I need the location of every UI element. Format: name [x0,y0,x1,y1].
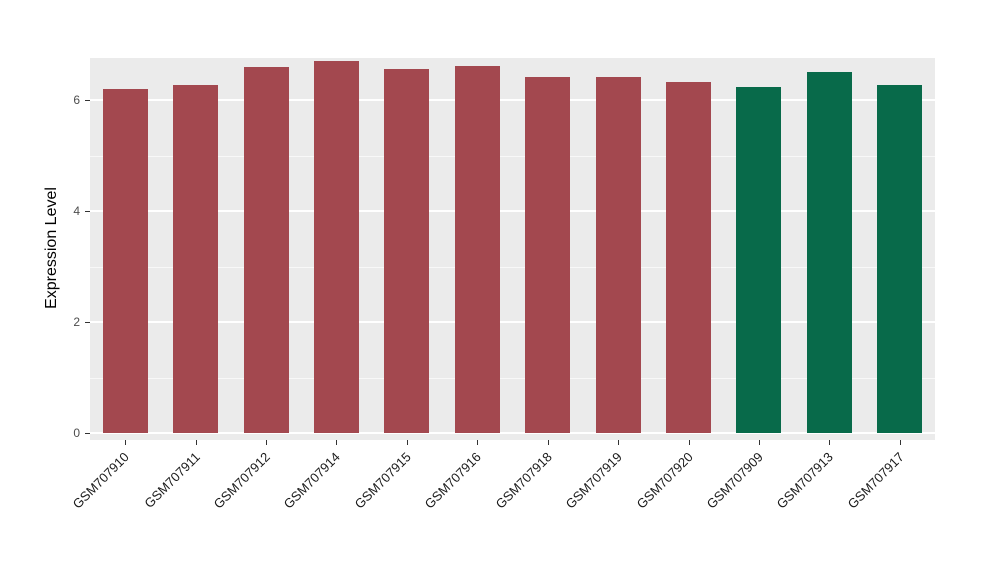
x-tick-mark [477,440,479,445]
x-tick-mark [758,440,760,445]
x-tick-mark [547,440,549,445]
y-tick-label-6: 6 [73,93,80,107]
bar-GSM707914 [313,61,359,433]
x-tick-mark [336,440,338,445]
gridline-minor [90,377,935,379]
gridline-major [90,321,935,323]
bar-GSM707919 [595,76,641,433]
bar-GSM707915 [384,69,430,433]
x-tick-mark [688,440,690,445]
y-tick-mark [85,100,90,101]
y-tick-mark [85,211,90,212]
gridline-minor [90,266,935,268]
x-tick-mark [829,440,831,445]
gridline-major [90,99,935,101]
y-axis-label: Expression Level [43,187,60,309]
x-tick-mark [618,440,620,445]
gridline-major [90,432,935,434]
bar-GSM707912 [243,66,289,433]
x-tick-mark [266,440,268,445]
bar-GSM707913 [806,72,852,433]
bar-GSM707918 [525,76,571,433]
bar-GSM707920 [666,81,712,433]
bar-GSM707910 [102,88,148,433]
bar-GSM707909 [736,86,782,433]
bar-GSM707911 [173,85,219,433]
bar-GSM707917 [877,85,923,433]
y-tick-mark [85,433,90,434]
gridline-major [90,210,935,212]
x-tick-mark [899,440,901,445]
y-tick-label-0: 0 [73,426,80,440]
x-tick-mark [406,440,408,445]
gridline-minor [90,155,935,157]
plot-panel [90,58,935,440]
x-tick-mark [195,440,197,445]
y-tick-label-4: 4 [73,204,80,218]
bar-GSM707916 [454,65,500,433]
x-tick-mark [125,440,127,445]
y-tick-mark [85,322,90,323]
y-tick-label-2: 2 [73,315,80,329]
